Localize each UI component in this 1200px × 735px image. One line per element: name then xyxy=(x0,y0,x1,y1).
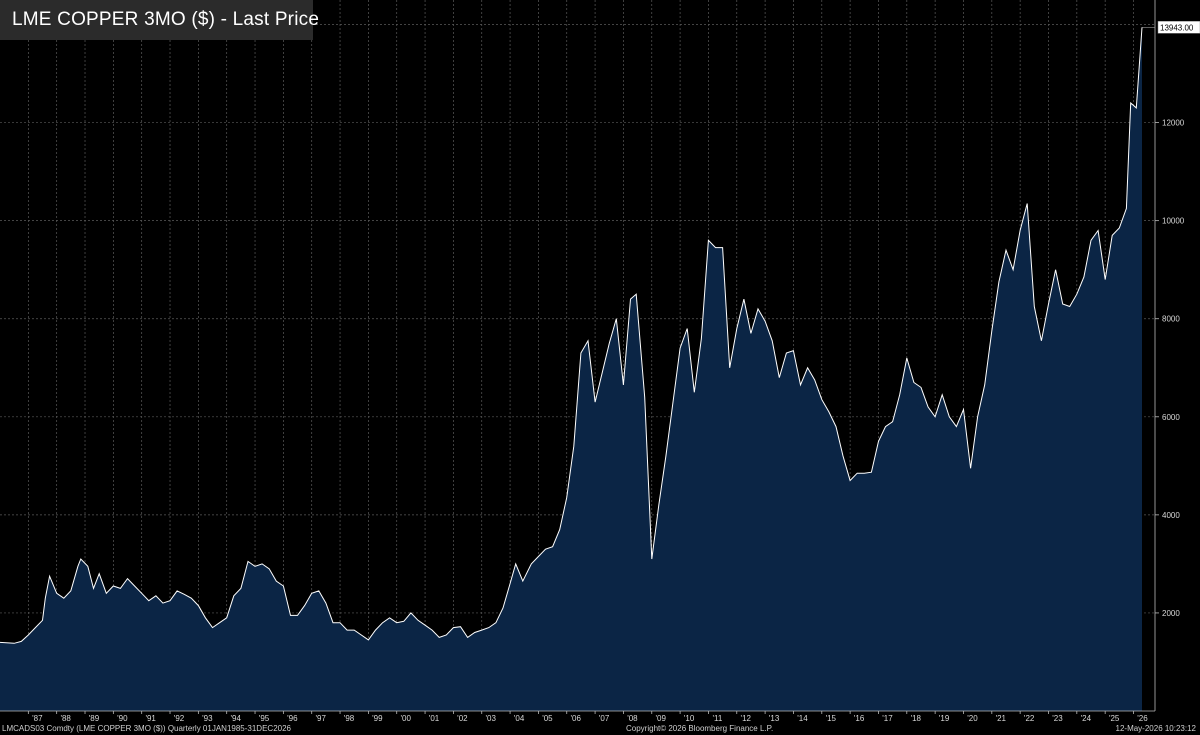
x-tick-label: '14 xyxy=(797,714,808,723)
x-tick-label: '04 xyxy=(514,714,525,723)
x-tick-label: '88 xyxy=(60,714,71,723)
x-tick-label: '91 xyxy=(145,714,156,723)
x-tick-label: '21 xyxy=(996,714,1007,723)
y-axis-ticks: 2000 4000 6000 8000 10000 12000 xyxy=(1155,119,1185,618)
price-area xyxy=(0,27,1142,712)
y-tick-label: 10000 xyxy=(1162,217,1185,226)
x-tick-label: '24 xyxy=(1081,714,1092,723)
x-tick-label: '92 xyxy=(174,714,185,723)
x-tick-label: '10 xyxy=(684,714,695,723)
x-tick-label: '23 xyxy=(1052,714,1063,723)
x-tick-label: '25 xyxy=(1109,714,1120,723)
y-tick-label: 4000 xyxy=(1162,511,1180,520)
x-tick-label: '12 xyxy=(741,714,752,723)
x-tick-label: '98 xyxy=(344,714,355,723)
x-tick-label: '19 xyxy=(939,714,950,723)
x-tick-label: '22 xyxy=(1024,714,1035,723)
x-tick-label: '18 xyxy=(911,714,922,723)
x-tick-label: '09 xyxy=(656,714,667,723)
y-tick-label: 8000 xyxy=(1162,315,1180,324)
x-tick-label: '05 xyxy=(542,714,553,723)
x-axis-ticks: '87 '88 '89 '90 '91 '92 '93 '94 '95 '96 '97 '98 '99 '… xyxy=(27,711,1148,723)
x-tick-label: '13 xyxy=(769,714,780,723)
y-tick-label: 6000 xyxy=(1162,413,1180,422)
x-tick-label: '06 xyxy=(571,714,582,723)
x-tick-label: '97 xyxy=(315,714,326,723)
x-tick-label: '00 xyxy=(401,714,412,723)
x-tick-label: '26 xyxy=(1137,714,1148,723)
x-tick-label: '89 xyxy=(89,714,100,723)
x-tick-label: '17 xyxy=(882,714,893,723)
x-tick-label: '90 xyxy=(117,714,128,723)
price-line xyxy=(0,27,1143,644)
x-tick-label: '99 xyxy=(372,714,383,723)
x-tick-label: '08 xyxy=(627,714,638,723)
chart-title: LME COPPER 3MO ($) - Last Price xyxy=(12,9,320,30)
footer-ticker-info: LMCADS03 Comdty (LME COPPER 3MO ($)) Qua… xyxy=(2,724,291,733)
x-tick-label: '96 xyxy=(287,714,298,723)
last-value-box xyxy=(1157,21,1200,34)
footer-timestamp: 12-May-2026 10:23:12 xyxy=(1115,724,1197,733)
y-tick-label: 12000 xyxy=(1162,119,1185,128)
y-tick-label: 2000 xyxy=(1162,609,1180,618)
x-tick-label: '01 xyxy=(429,714,440,723)
chart-title-box: LME COPPER 3MO ($) - Last Price xyxy=(0,0,319,40)
footer: LMCADS03 Comdty (LME COPPER 3MO ($)) Qua… xyxy=(0,723,1200,735)
last-value-label: 13943.00 xyxy=(1160,23,1194,32)
x-tick-label: '07 xyxy=(599,714,610,723)
x-tick-label: '87 xyxy=(32,714,43,723)
x-tick-label: '16 xyxy=(854,714,865,723)
x-tick-label: '02 xyxy=(457,714,468,723)
footer-copyright: Copyright© 2026 Bloomberg Finance L.P. xyxy=(626,724,774,733)
x-tick-label: '94 xyxy=(230,714,241,723)
x-tick-label: '11 xyxy=(713,714,723,723)
x-tick-label: '03 xyxy=(486,714,497,723)
x-tick-label: '93 xyxy=(202,714,213,723)
x-tick-label: '15 xyxy=(826,714,837,723)
x-tick-label: '95 xyxy=(259,714,270,723)
x-tick-label: '20 xyxy=(967,714,978,723)
last-value-marker: 13943.00 xyxy=(1142,21,1200,34)
